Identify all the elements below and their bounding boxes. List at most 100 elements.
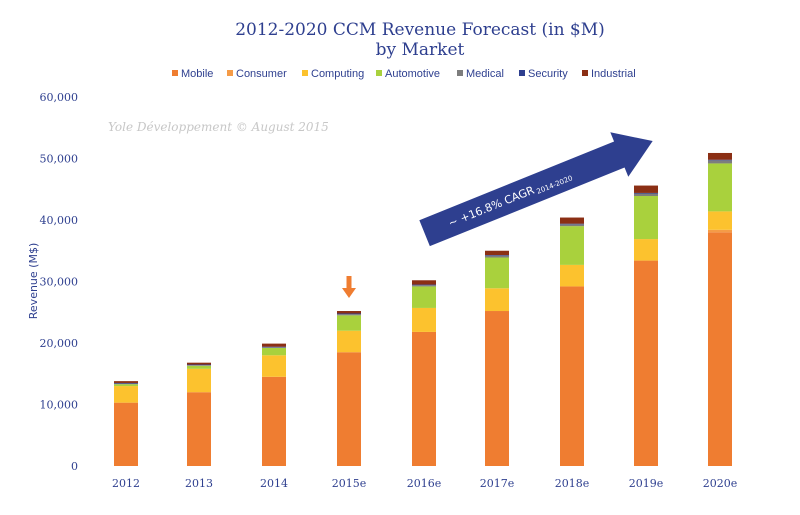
bar-segment-security	[262, 346, 286, 348]
bar-segment-computing	[114, 386, 138, 403]
bar-segment-security	[412, 284, 436, 286]
bar-segment-medical	[708, 160, 732, 164]
y-axis-label: Revenue (M$)	[27, 243, 40, 319]
bar-segment-industrial	[485, 250, 509, 256]
bar-stack-2014	[262, 343, 286, 466]
y-tick-label: 60,000	[40, 91, 79, 104]
bar-segment-automotive	[485, 257, 509, 289]
x-tick-label: 2014	[260, 477, 288, 490]
bar-segment-industrial	[412, 280, 436, 285]
bar-segment-security	[114, 382, 138, 384]
y-tick-label: 30,000	[40, 276, 79, 289]
bar-segment-computing	[187, 368, 211, 393]
highlight-arrow-icon	[342, 276, 356, 298]
bar-segment-mobile	[114, 402, 138, 466]
chart-subtitle: by Market	[376, 40, 465, 60]
bar-stack-2019e	[634, 185, 658, 466]
bar-segment-industrial	[634, 185, 658, 193]
bar-segment-mobile	[708, 232, 732, 466]
bar-segment-computing	[485, 288, 509, 312]
bar-segment-security	[560, 223, 584, 225]
legend-label-consumer: Consumer	[236, 68, 287, 80]
chart-legend: Mobile Consumer Computing Automotive Medical…	[172, 68, 636, 80]
bar-segment-automotive	[412, 286, 436, 308]
bar-series	[114, 152, 732, 466]
legend-label-mobile: Mobile	[181, 68, 213, 80]
x-tick-label: 2015e	[332, 477, 367, 490]
bar-segment-computing	[337, 330, 361, 353]
bar-stack-2020e	[708, 152, 732, 466]
legend-swatch-automotive	[376, 70, 382, 76]
bar-segment-medical	[634, 193, 658, 197]
bar-segment-medical	[262, 347, 286, 348]
bar-segment-automotive	[708, 163, 732, 212]
y-tick-label: 0	[71, 460, 78, 473]
y-axis-ticks: 0 10,000 20,000 30,000 40,000 50,000 60,000	[40, 91, 79, 473]
bar-stack-2015e	[337, 311, 361, 466]
bar-segment-mobile	[560, 286, 584, 466]
x-tick-label: 2017e	[480, 477, 515, 490]
legend-label-automotive: Automotive	[385, 68, 440, 80]
legend-label-industrial: Industrial	[591, 68, 636, 80]
bar-segment-security	[187, 364, 211, 366]
x-tick-label: 2020e	[703, 477, 738, 490]
bar-segment-industrial	[560, 217, 584, 224]
bar-segment-mobile	[485, 311, 509, 466]
bar-segment-security	[485, 255, 509, 256]
bar-segment-industrial	[337, 311, 361, 314]
legend-label-medical: Medical	[466, 68, 504, 80]
x-tick-label: 2016e	[407, 477, 442, 490]
x-tick-label: 2013	[185, 477, 213, 490]
bar-segment-industrial	[187, 362, 211, 365]
bar-segment-computing	[708, 211, 732, 230]
bar-segment-industrial	[114, 381, 138, 383]
cagr-arrow-shape	[419, 132, 653, 247]
bar-segment-mobile	[634, 260, 658, 466]
watermark-text: Yole Développement © August 2015	[108, 120, 329, 134]
bar-stack-2016e	[412, 280, 436, 466]
bar-segment-medical	[114, 383, 138, 385]
x-axis-ticks: 2012 2013 2014 2015e 2016e 2017e 2018e 2019e 202…	[112, 477, 737, 490]
y-tick-label: 10,000	[40, 399, 79, 412]
bar-segment-security	[337, 313, 361, 315]
cagr-arrow: ~ +16.8% CAGR2014-2020	[419, 132, 653, 247]
bar-segment-mobile	[187, 392, 211, 466]
bar-segment-medical	[485, 255, 509, 258]
bar-segment-medical	[412, 285, 436, 287]
bar-stack-2013	[187, 362, 211, 466]
bar-segment-mobile	[262, 376, 286, 466]
bar-segment-automotive	[560, 226, 584, 265]
bar-segment-medical	[560, 224, 584, 227]
bar-segment-computing	[262, 355, 286, 377]
bar-segment-security	[708, 159, 732, 161]
legend-label-computing: Computing	[311, 68, 364, 80]
x-tick-label: 2012	[112, 477, 140, 490]
bar-segment-automotive	[114, 384, 138, 387]
bar-segment-industrial	[708, 152, 732, 160]
chart-title: 2012-2020 CCM Revenue Forecast (in $M)	[235, 20, 605, 40]
bar-stack-2012	[114, 381, 138, 466]
bar-segment-consumer	[708, 229, 732, 233]
legend-swatch-computing	[302, 70, 308, 76]
bar-segment-security	[634, 192, 658, 194]
legend-label-security: Security	[528, 68, 568, 80]
bar-segment-computing	[634, 239, 658, 261]
x-tick-label: 2019e	[629, 477, 664, 490]
bar-segment-automotive	[262, 347, 286, 356]
bar-segment-automotive	[634, 196, 658, 240]
bar-segment-mobile	[412, 331, 436, 466]
bar-stack-2017e	[485, 250, 509, 466]
bar-segment-medical	[187, 365, 211, 366]
legend-swatch-mobile	[172, 70, 178, 76]
legend-swatch-consumer	[227, 70, 233, 76]
legend-swatch-industrial	[582, 70, 588, 76]
bar-segment-industrial	[262, 343, 286, 347]
bar-segment-computing	[560, 264, 584, 287]
highlight-arrow-shape	[342, 276, 356, 298]
x-tick-label: 2018e	[555, 477, 590, 490]
bar-stack-2018e	[560, 217, 584, 466]
legend-swatch-medical	[457, 70, 463, 76]
bar-segment-computing	[412, 307, 436, 332]
bar-segment-mobile	[337, 352, 361, 466]
